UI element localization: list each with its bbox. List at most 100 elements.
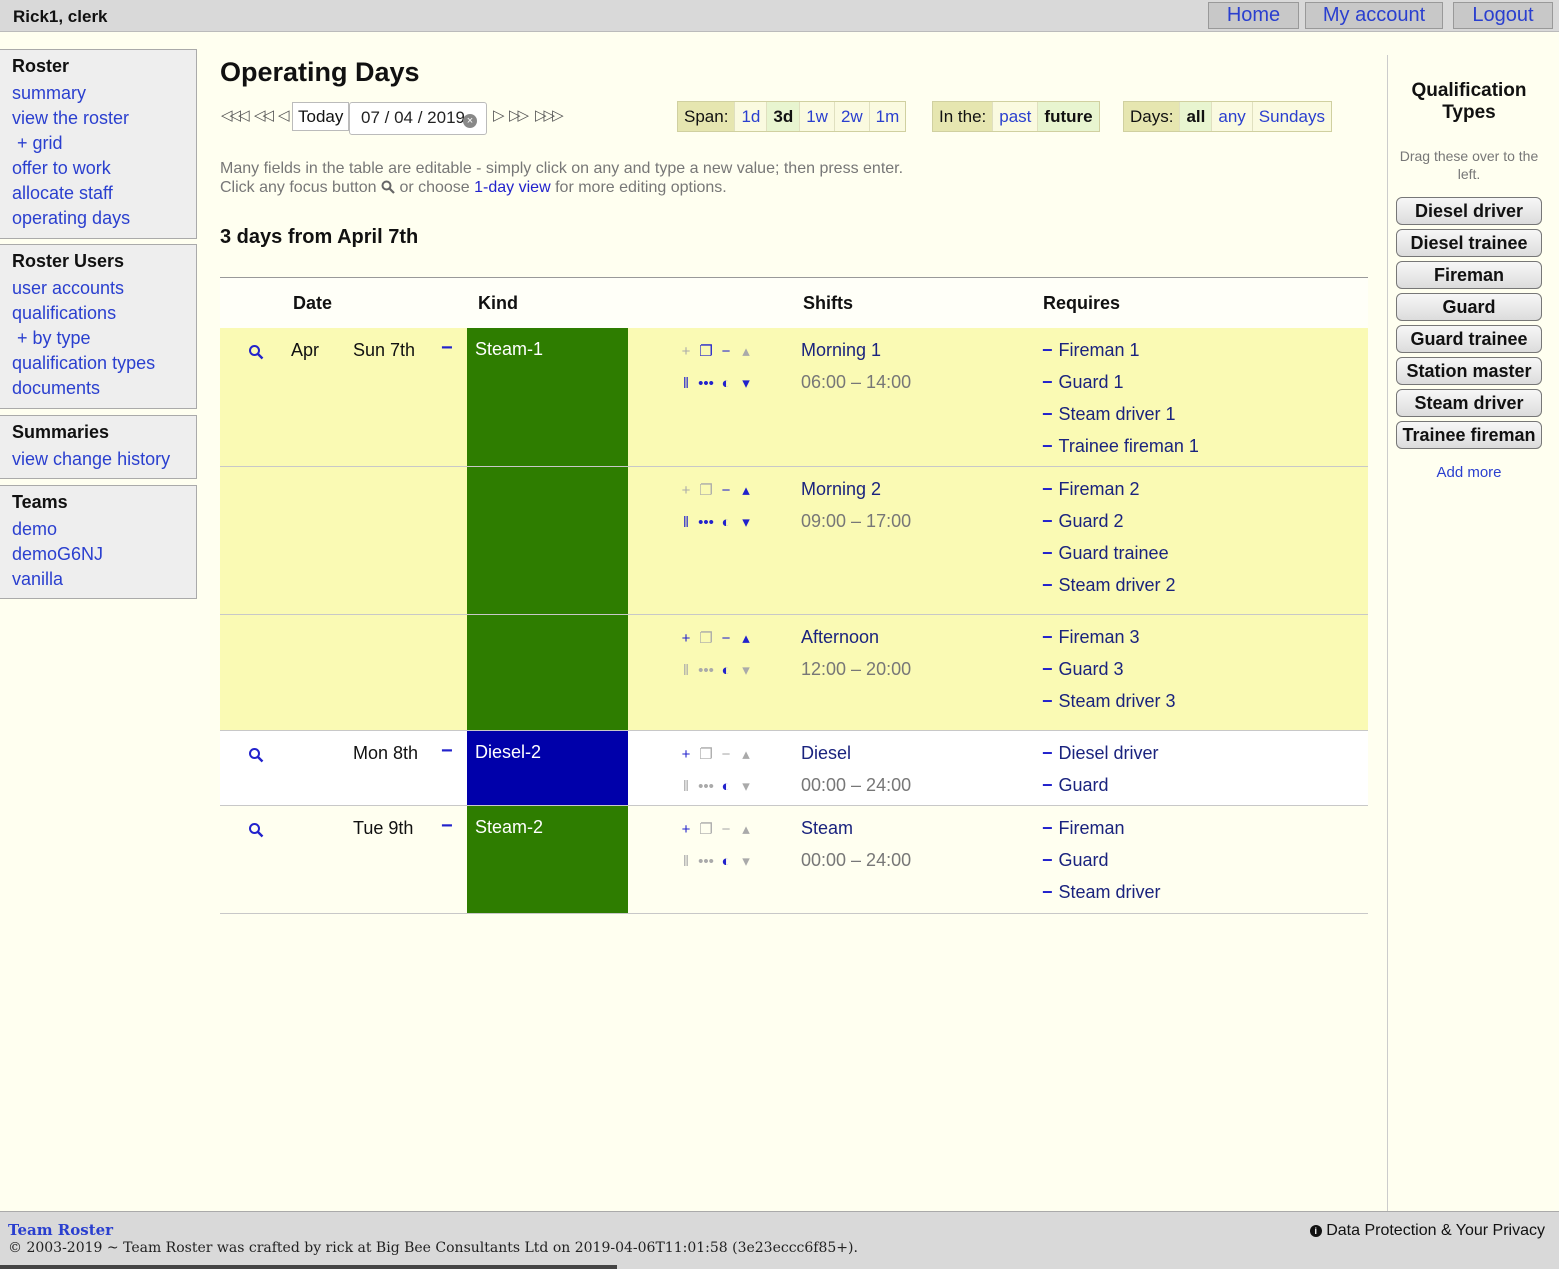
move-up-icon[interactable]: ▴ xyxy=(742,821,750,838)
copy-shift-icon[interactable]: ❐ xyxy=(699,482,713,499)
qualification-type-chip[interactable]: Trainee fireman xyxy=(1396,421,1542,449)
home-link[interactable]: Home xyxy=(1208,2,1299,29)
requirement-item[interactable]: − Steam driver 3 xyxy=(1042,691,1176,712)
copy-shift-icon[interactable]: ❐ xyxy=(699,343,713,360)
remove-requirement-icon[interactable]: − xyxy=(1042,543,1053,563)
move-down-icon[interactable]: ▾ xyxy=(742,853,750,870)
privacy-link[interactable]: i Data Protection & Your Privacy xyxy=(1309,1222,1545,1240)
remove-shift-icon[interactable]: − xyxy=(721,746,731,763)
requirement-item[interactable]: − Fireman 1 xyxy=(1042,340,1140,361)
shift-time[interactable]: 06:00 – 14:00 xyxy=(801,372,912,392)
sidebar-item-by-type[interactable]: + by type xyxy=(17,328,91,348)
requirement-item[interactable]: − Fireman 3 xyxy=(1042,627,1140,648)
toggle-icon[interactable]: ◐ xyxy=(721,778,731,795)
shift-time[interactable]: 12:00 – 20:00 xyxy=(801,659,912,679)
remove-requirement-icon[interactable]: − xyxy=(1042,691,1053,711)
back-icon[interactable]: ◁ xyxy=(278,107,289,124)
remove-requirement-icon[interactable]: − xyxy=(1042,404,1053,424)
forward-far-icon[interactable]: ▷▷▷ xyxy=(535,107,564,124)
qualification-type-chip[interactable]: Guard trainee xyxy=(1396,325,1542,353)
back-fast-icon[interactable]: ◁◁ xyxy=(254,107,274,124)
logout-link[interactable]: Logout xyxy=(1453,2,1553,29)
remove-shift-icon[interactable]: − xyxy=(721,821,731,838)
sidebar-item-qualifications[interactable]: qualifications xyxy=(12,303,117,323)
sidebar-item-allocate-staff[interactable]: allocate staff xyxy=(12,183,113,203)
back-far-icon[interactable]: ◁◁◁ xyxy=(221,107,250,124)
shift-time[interactable]: 09:00 – 17:00 xyxy=(801,511,912,531)
more-icon[interactable]: ••• xyxy=(698,375,714,392)
remove-requirement-icon[interactable]: − xyxy=(1042,743,1053,763)
focus-icon[interactable] xyxy=(248,747,264,763)
pause-icon[interactable]: ‖ xyxy=(682,853,690,870)
focus-icon[interactable] xyxy=(248,344,264,360)
add-shift-icon[interactable]: + xyxy=(681,746,691,763)
copy-shift-icon[interactable]: ❐ xyxy=(699,630,713,647)
requirement-item[interactable]: − Guard 2 xyxy=(1042,511,1124,532)
requirement-item[interactable]: − Steam driver 2 xyxy=(1042,575,1176,596)
remove-requirement-icon[interactable]: − xyxy=(1042,479,1053,499)
days-sundays[interactable]: Sundays xyxy=(1252,102,1331,131)
add-shift-icon[interactable]: + xyxy=(681,343,691,360)
days-any[interactable]: any xyxy=(1212,102,1253,131)
shift-name[interactable]: Afternoon xyxy=(801,627,880,647)
remove-requirement-icon[interactable]: − xyxy=(1042,436,1053,456)
more-icon[interactable]: ••• xyxy=(698,853,714,870)
shift-name[interactable]: Morning 2 xyxy=(801,479,882,499)
sidebar-item-view-roster[interactable]: view the roster xyxy=(12,108,130,128)
span-1w[interactable]: 1w xyxy=(800,102,835,131)
move-down-icon[interactable]: ▾ xyxy=(742,662,750,679)
add-shift-icon[interactable]: + xyxy=(681,630,691,647)
shift-name[interactable]: Morning 1 xyxy=(801,340,882,360)
requirement-item[interactable]: − Steam driver 1 xyxy=(1042,404,1176,425)
my-account-link[interactable]: My account xyxy=(1305,2,1443,29)
remove-requirement-icon[interactable]: − xyxy=(1042,659,1053,679)
move-up-icon[interactable]: ▴ xyxy=(742,482,750,499)
remove-requirement-icon[interactable]: − xyxy=(1042,575,1053,595)
remove-day-button[interactable]: − xyxy=(441,740,453,762)
move-down-icon[interactable]: ▾ xyxy=(742,514,750,531)
requirement-item[interactable]: − Guard trainee xyxy=(1042,543,1169,564)
requirement-item[interactable]: − Guard 3 xyxy=(1042,659,1124,680)
days-all[interactable]: all xyxy=(1180,102,1213,131)
qualification-type-chip[interactable]: Diesel driver xyxy=(1396,197,1542,225)
in-the-past[interactable]: past xyxy=(993,102,1039,131)
remove-requirement-icon[interactable]: − xyxy=(1042,340,1053,360)
focus-icon[interactable] xyxy=(248,822,264,838)
move-down-icon[interactable]: ▾ xyxy=(742,375,750,392)
remove-day-button[interactable]: − xyxy=(441,337,453,359)
toggle-icon[interactable]: ◐ xyxy=(721,375,731,392)
pause-icon[interactable]: ‖ xyxy=(682,514,690,531)
add-shift-icon[interactable]: + xyxy=(681,821,691,838)
in-the-future[interactable]: future xyxy=(1038,102,1099,131)
requirement-item[interactable]: − Steam driver xyxy=(1042,882,1161,903)
more-icon[interactable]: ••• xyxy=(698,514,714,531)
span-1m[interactable]: 1m xyxy=(869,102,906,131)
copy-shift-icon[interactable]: ❐ xyxy=(699,746,713,763)
sidebar-item-summary[interactable]: summary xyxy=(12,83,87,103)
remove-requirement-icon[interactable]: − xyxy=(1042,627,1053,647)
toggle-icon[interactable]: ◐ xyxy=(721,514,731,531)
forward-fast-icon[interactable]: ▷▷ xyxy=(509,107,529,124)
footer-brand-link[interactable]: Team Roster xyxy=(8,1221,114,1239)
qualification-type-chip[interactable]: Guard xyxy=(1396,293,1542,321)
sidebar-item-team-demog6nj[interactable]: demoG6NJ xyxy=(12,544,104,564)
qualification-type-chip[interactable]: Diesel trainee xyxy=(1396,229,1542,257)
toggle-icon[interactable]: ◐ xyxy=(721,662,731,679)
sidebar-item-change-history[interactable]: view change history xyxy=(12,449,171,469)
copy-shift-icon[interactable]: ❐ xyxy=(699,821,713,838)
remove-shift-icon[interactable]: − xyxy=(721,630,731,647)
shift-time[interactable]: 00:00 – 24:00 xyxy=(801,775,912,795)
remove-shift-icon[interactable]: − xyxy=(721,482,731,499)
remove-day-button[interactable]: − xyxy=(441,815,453,837)
add-shift-icon[interactable]: + xyxy=(681,482,691,499)
shift-name[interactable]: Diesel xyxy=(801,743,852,763)
move-up-icon[interactable]: ▴ xyxy=(742,343,750,360)
requirement-item[interactable]: − Diesel driver xyxy=(1042,743,1159,764)
shift-name[interactable]: Steam xyxy=(801,818,854,838)
span-1d[interactable]: 1d xyxy=(735,102,768,131)
qualification-type-chip[interactable]: Steam driver xyxy=(1396,389,1542,417)
row-kind[interactable]: Diesel-2 xyxy=(467,731,628,805)
toggle-icon[interactable]: ◐ xyxy=(721,853,731,870)
sidebar-item-grid[interactable]: + grid xyxy=(17,133,63,153)
requirement-item[interactable]: − Guard 1 xyxy=(1042,372,1124,393)
